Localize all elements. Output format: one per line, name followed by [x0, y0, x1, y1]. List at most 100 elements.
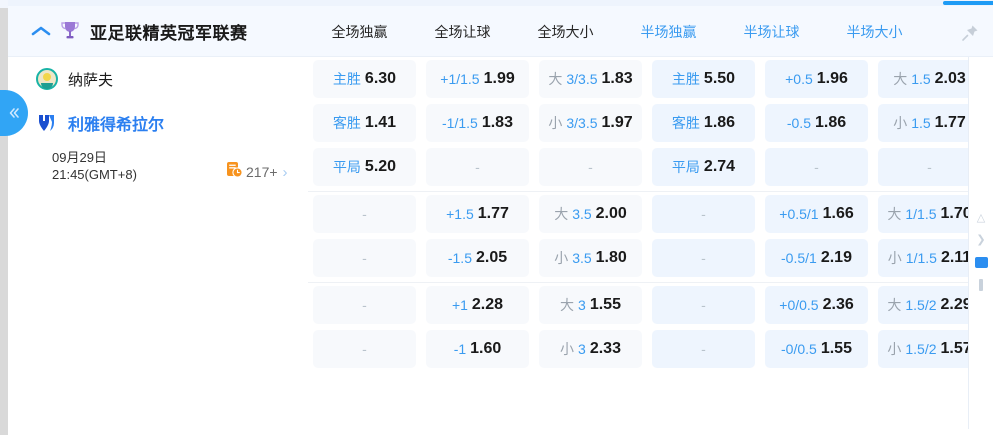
match-stats-count: 217+ — [246, 164, 278, 180]
odds-cell[interactable]: 小 3.5 1.80 — [539, 239, 642, 277]
match-info-column: 纳萨夫 利雅得希拉尔 09月29日 21:45(GMT+8) — [8, 57, 308, 203]
odds-cell[interactable]: 小 1.5/2 1.57 — [878, 330, 981, 368]
odds-value: 2.33 — [589, 340, 621, 357]
odds-handicap: 1.5 — [911, 115, 931, 131]
odds-cell[interactable]: - — [652, 330, 755, 368]
odds-grid: 主胜 6.30 +1/1.5 1.99 大 3/3.5 1.83 主胜 5.50 +0.5 1.96… — [308, 57, 986, 371]
chevron-right-small-icon[interactable]: ❯ — [976, 234, 986, 246]
odds-cell[interactable]: 小 1/1.5 2.11 — [878, 239, 981, 277]
league-name[interactable]: 亚足联精英冠军联赛 — [90, 23, 248, 43]
odds-label: 大 — [548, 71, 563, 87]
column-header-half-overunder[interactable]: 半场大小 — [846, 23, 903, 40]
odds-cell[interactable]: 平局 5.20 — [313, 148, 416, 186]
odds-cell[interactable]: 大 1.5 2.03 — [878, 60, 981, 98]
odds-cell[interactable]: - — [652, 239, 755, 277]
odds-cell[interactable]: - — [539, 148, 642, 186]
odds-value: 2.36 — [822, 296, 854, 313]
odds-cell[interactable]: -0.5 1.86 — [765, 104, 868, 142]
odds-empty-dash: - — [701, 206, 706, 222]
column-header-half-1x2[interactable]: 半场独赢 — [640, 23, 697, 40]
column-header-half-handicap[interactable]: 半场让球 — [743, 23, 800, 40]
odds-cell[interactable]: 大 1.5/2 2.29 — [878, 286, 981, 324]
away-team-row[interactable]: 利雅得希拉尔 — [8, 101, 308, 145]
odds-value: 1.80 — [595, 249, 627, 266]
odds-cell[interactable]: -0.5/1 2.19 — [765, 239, 868, 277]
right-side-rail: △ ❯ — [968, 57, 993, 429]
odds-value: 1.83 — [601, 70, 633, 87]
odds-label: 小 — [887, 341, 902, 357]
odds-cell[interactable]: 平局 2.74 — [652, 148, 755, 186]
odds-cell[interactable]: - — [313, 239, 416, 277]
odds-cell[interactable]: 小 3 2.33 — [539, 330, 642, 368]
odds-cell[interactable]: -1 1.60 — [426, 330, 529, 368]
odds-cell[interactable]: - — [652, 286, 755, 324]
odds-cell[interactable]: -1.5 2.05 — [426, 239, 529, 277]
odds-cell[interactable]: - — [313, 195, 416, 233]
odds-cell[interactable]: - — [313, 330, 416, 368]
odds-label: 大 — [893, 71, 908, 87]
odds-empty-dash: - — [701, 341, 706, 357]
column-header-full-handicap[interactable]: 全场让球 — [434, 23, 491, 40]
odds-cell[interactable]: 小 1.5 1.77 — [878, 104, 981, 142]
odds-handicap: 3 — [578, 297, 586, 313]
odds-value: 1.86 — [814, 114, 847, 131]
odds-cell[interactable]: 大 1/1.5 1.70 — [878, 195, 981, 233]
video-icon[interactable] — [974, 257, 988, 268]
list-icon[interactable] — [979, 279, 983, 291]
odds-cell[interactable]: +0.5/1 1.66 — [765, 195, 868, 233]
odds-cell[interactable]: - — [426, 148, 529, 186]
odds-cell[interactable]: 小 3/3.5 1.97 — [539, 104, 642, 142]
odds-value: 2.05 — [475, 249, 508, 266]
odds-cell[interactable]: -0/0.5 1.55 — [765, 330, 868, 368]
odds-cell[interactable]: -1/1.5 1.83 — [426, 104, 529, 142]
odds-label: 客胜 — [332, 115, 361, 131]
odds-value: 1.41 — [364, 114, 397, 131]
odds-cell[interactable]: 大 3.5 2.00 — [539, 195, 642, 233]
odds-cell[interactable]: +0/0.5 2.36 — [765, 286, 868, 324]
flag-icon[interactable]: △ — [976, 212, 986, 224]
chevron-right-icon[interactable]: › — [282, 163, 288, 181]
odds-empty-dash: - — [927, 159, 932, 175]
odds-label: 大 — [887, 206, 902, 222]
odds-cell[interactable]: +1 2.28 — [426, 286, 529, 324]
odds-label: +0.5 — [785, 71, 813, 87]
odds-cell[interactable]: 客胜 1.41 — [313, 104, 416, 142]
table-content: 亚足联精英冠军联赛 全场独赢 全场让球 全场大小 半场独赢 半场让球 半场大小 — [8, 6, 993, 435]
odds-cell[interactable]: 主胜 5.50 — [652, 60, 755, 98]
odds-value: 1.77 — [477, 205, 509, 222]
column-header-full-1x2[interactable]: 全场独赢 — [331, 23, 388, 40]
home-team-row[interactable]: 纳萨夫 — [8, 57, 308, 101]
odds-value: 1.86 — [703, 114, 736, 131]
odds-cell[interactable]: - — [652, 195, 755, 233]
odds-handicap: 3 — [578, 341, 586, 357]
odds-cell[interactable]: +1.5 1.77 — [426, 195, 529, 233]
odds-label: 小 — [548, 115, 563, 131]
odds-label: -1/1.5 — [442, 115, 478, 131]
odds-cell[interactable]: - — [313, 286, 416, 324]
odds-cell[interactable]: 客胜 1.86 — [652, 104, 755, 142]
odds-cell[interactable]: +1/1.5 1.99 — [426, 60, 529, 98]
group-divider — [308, 191, 986, 192]
odds-label: 小 — [554, 250, 569, 266]
odds-handicap: 1.5/2 — [905, 297, 937, 313]
horizontal-scrollbar-thumb[interactable] — [943, 1, 993, 5]
pin-icon[interactable] — [961, 24, 979, 47]
odds-value: 1.96 — [816, 70, 848, 87]
odds-cell[interactable]: 大 3 1.55 — [539, 286, 642, 324]
column-header-full-overunder[interactable]: 全场大小 — [537, 23, 594, 40]
odds-value: 1.55 — [820, 340, 852, 357]
odds-cell[interactable]: - — [765, 148, 868, 186]
odds-cell[interactable]: 主胜 6.30 — [313, 60, 416, 98]
odds-value: 5.20 — [364, 158, 397, 175]
chevron-up-icon[interactable] — [24, 25, 58, 37]
odds-cell[interactable]: +0.5 1.96 — [765, 60, 868, 98]
odds-value: 2.00 — [595, 205, 627, 222]
odds-cell[interactable]: 大 3/3.5 1.83 — [539, 60, 642, 98]
odds-label: 主胜 — [332, 71, 361, 87]
odds-empty-dash: - — [814, 159, 819, 175]
horizontal-scrollbar-track[interactable] — [8, 0, 993, 6]
odds-empty-dash: - — [362, 250, 367, 266]
odds-cell[interactable]: - — [878, 148, 981, 186]
match-stats-badge[interactable]: 217+ › — [226, 161, 288, 183]
